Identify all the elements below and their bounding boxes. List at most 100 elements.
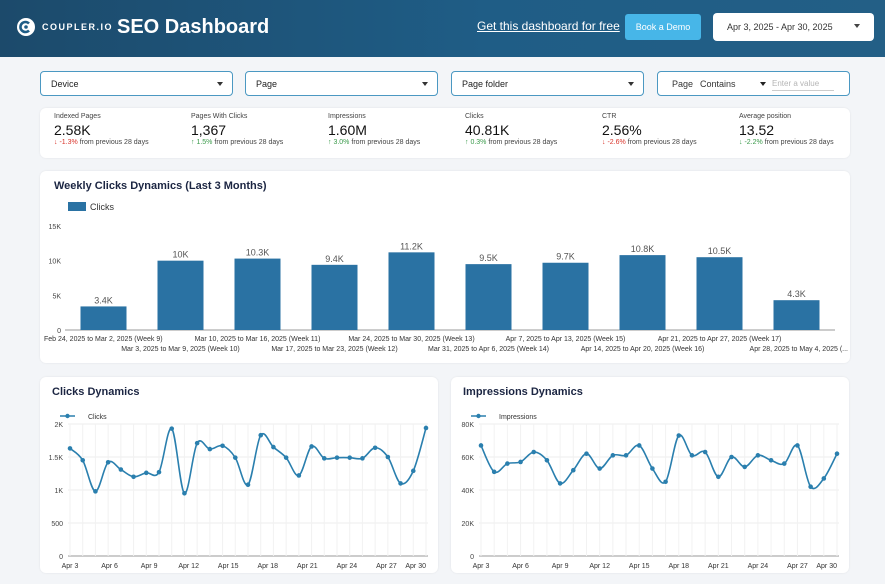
clicks-chart-title: Clicks Dynamics [52,386,140,398]
kpi-delta-suffix: from previous 28 days [627,139,697,146]
bar [773,300,820,330]
x-tick-label: Apr 18 [668,563,689,570]
bar [157,260,204,330]
y-tick-label: 10K [49,259,62,266]
impressions-chart-title: Impressions Dynamics [463,386,583,398]
kpi-delta-suffix: from previous 28 days [214,139,284,146]
data-point [118,467,124,472]
y-tick-label: 1K [54,488,63,495]
kpi-delta-value: 3.0% [333,139,350,146]
data-point [781,461,787,466]
x-tick-label: Apr 12 [589,563,610,570]
y-tick-label: 0 [57,328,61,335]
data-point [795,443,800,448]
data-point [584,451,589,456]
data-point [410,468,416,474]
bar-value-label: 9.7K [556,252,575,262]
data-point [808,484,813,489]
kpi-value: 1.60M [328,122,367,138]
bar [619,255,666,330]
kpi-delta: ↑ 1.5% from previous 28 days [191,139,321,146]
bar [696,257,743,330]
impressions-line-chart: Impressions 0 20K 40K 60K 80K Apr 3 Apr 6 Apr 9 A… [462,413,840,570]
page-contains-label: Page [672,79,694,89]
data-point [478,443,484,448]
data-point [650,466,655,471]
data-point [143,470,149,476]
arrow-up-icon: ↑ [328,139,332,146]
data-point [597,466,602,471]
kpi-clicks: Clicks 40.81K ↑ 0.3% from previous 28 da… [465,113,595,146]
x-tick-label: Apr 9 [552,563,569,570]
date-range-picker[interactable]: Apr 3, 2025 - Apr 30, 2025 [713,13,874,41]
data-point [742,464,748,470]
legend-label: Impressions [499,414,537,421]
page-value-input[interactable] [772,77,834,91]
x-tick-label: Apr 24 [337,563,358,570]
kpi-delta: ↑ 3.0% from previous 28 days [328,139,458,146]
date-range-value: Apr 3, 2025 - Apr 30, 2025 [727,22,833,32]
kpi-delta-suffix: from previous 28 days [764,139,834,146]
kpi-ctr: CTR 2.56% ↓ -2.6% from previous 28 days [602,113,732,146]
data-point [385,454,391,460]
bar-value-label: 9.5K [479,253,498,263]
kpi-label: Impressions [328,113,366,120]
bar-value-label: 11.2K [400,241,423,251]
data-point [505,461,510,466]
chevron-down-icon [422,82,428,86]
chevron-down-icon [217,82,223,86]
page-folder-filter[interactable]: Page folder [451,71,644,96]
kpi-average-position: Average position 13.52 ↓ -2.2% from prev… [739,113,869,146]
bar [311,264,358,330]
kpi-value: 2.58K [54,122,91,138]
x-category-label: Mar 10, 2025 to Mar 16, 2025 (Week 11) [195,336,321,343]
data-point [372,445,378,451]
x-tick-label: Apr 21 [297,563,318,570]
book-demo-button[interactable]: Book a Demo [625,14,701,40]
data-point [768,458,774,463]
page-contains-filter: Page Contains [657,71,850,96]
data-point [182,491,187,496]
x-category-label: Apr 21, 2025 to Apr 27, 2025 (Week 17) [658,336,782,343]
data-point [283,455,289,460]
kpi-delta: ↑ 0.3% from previous 28 days [465,139,595,146]
device-filter-label: Device [51,78,79,89]
coupler-logo[interactable]: COUPLER.IO [16,17,113,37]
logo-text: COUPLER.IO [42,22,114,32]
operator-select[interactable]: Contains [700,79,766,89]
get-dashboard-link[interactable]: Get this dashboard for free [477,19,620,33]
kpi-delta-value: -1.3% [59,139,78,146]
data-point [663,479,668,485]
x-category-label: Apr 7, 2025 to Apr 13, 2025 (Week 15) [506,336,626,343]
kpi-label: Average position [739,113,792,120]
data-point [518,459,523,465]
bar [388,252,435,330]
kpi-impressions: Impressions 1.60M ↑ 3.0% from previous 2… [328,113,458,146]
x-category-label: Mar 17, 2025 to Mar 23, 2025 (Week 12) [271,346,397,353]
data-point [156,469,162,475]
legend-marker [476,413,481,419]
chevron-down-icon [854,24,860,28]
kpi-label: CTR [602,113,617,120]
kpi-delta-suffix: from previous 28 days [351,139,421,146]
data-point [321,456,327,461]
y-tick-label: 60K [462,455,475,462]
y-tick-label: 0 [470,554,474,561]
data-point [729,454,734,460]
x-tick-label: Apr 12 [178,563,199,570]
data-point [67,446,73,451]
bar [542,262,589,330]
data-point [398,481,403,486]
data-point [689,453,695,458]
page-dropdown-filter[interactable]: Page [245,71,438,96]
data-point [334,455,340,460]
y-tick-label: 40K [462,488,475,495]
data-point [80,458,86,463]
bar [465,264,512,330]
device-filter[interactable]: Device [40,71,233,96]
bar-value-label: 9.4K [325,254,344,264]
page-filter-label: Page [256,78,278,89]
kpi-value: 2.56% [602,122,642,138]
data-point [531,449,537,455]
kpi-indexed-pages: Indexed Pages 2.58K ↓ -1.3% from previou… [54,113,184,146]
